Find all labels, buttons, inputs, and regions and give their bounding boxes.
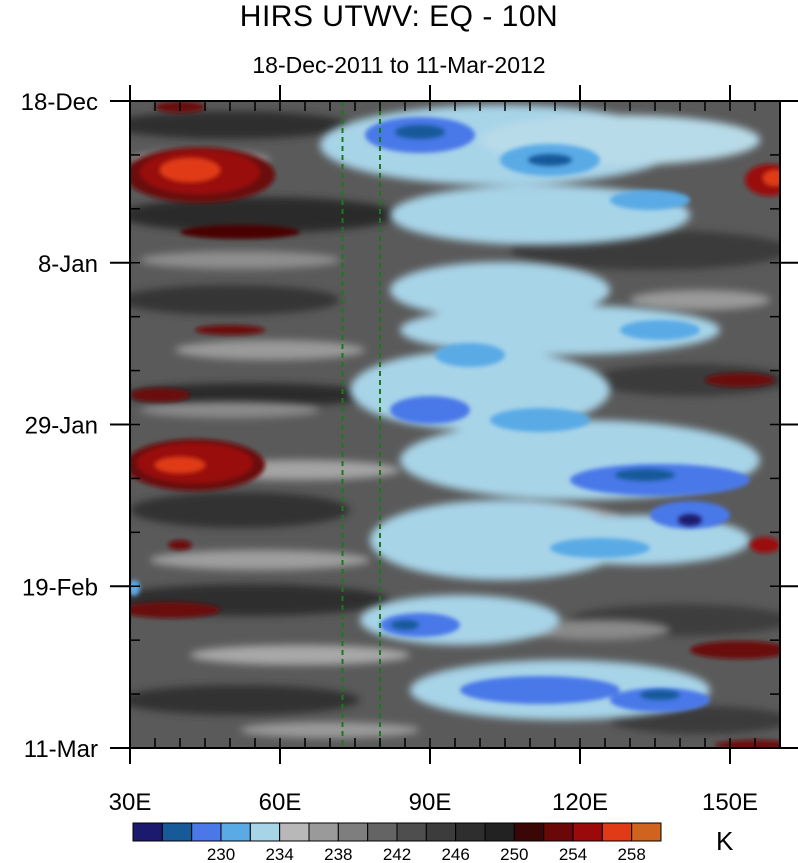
colorbar-swatch (249, 822, 281, 842)
y-tick-label: 18-Dec (21, 89, 98, 116)
colorbar-swatch (191, 822, 222, 842)
colorbar-label: 238 (324, 845, 352, 863)
field-warm-patches (130, 101, 780, 748)
colorbar-swatch (279, 822, 310, 842)
colorbar-swatch (425, 822, 457, 842)
colorbar-swatch (161, 822, 193, 842)
y-tick-label: 8-Jan (38, 251, 98, 278)
colorbar-swatch (572, 822, 603, 842)
y-axis: 18-Dec 8-Jan 29-Jan 19-Feb 11-Mar (21, 89, 798, 763)
chart-subtitle: 18-Dec-2011 to 11-Mar-2012 (252, 52, 546, 78)
colorbar-swatch (220, 822, 251, 842)
field-dark-blue (391, 125, 702, 700)
colorbar-units: K (716, 826, 734, 856)
colorbar-swatch (396, 822, 427, 842)
colorbar-label: 234 (265, 845, 293, 863)
colorbar-label: 254 (559, 845, 587, 863)
colorbar-swatch (601, 822, 633, 842)
colorbar: 230 234 238 242 246 250 254 258 (132, 822, 662, 863)
y-tick-label: 19-Feb (22, 574, 98, 601)
colorbar-label: 250 (500, 845, 528, 863)
colorbar-swatch (132, 822, 163, 842)
colorbar-swatch (484, 822, 515, 842)
colorbar-swatch (543, 822, 574, 842)
x-tick-label: 30E (109, 789, 152, 816)
chart-title: HIRS UTWV: EQ - 10N (239, 0, 559, 33)
y-tick-label: 29-Jan (25, 413, 98, 440)
colorbar-swatch (337, 822, 369, 842)
plot-area (130, 101, 780, 748)
x-tick-label: 150E (702, 789, 758, 816)
x-tick-label: 90E (409, 789, 452, 816)
colorbar-swatch (455, 822, 486, 842)
colorbar-swatch (367, 822, 398, 842)
x-tick-label: 60E (259, 789, 302, 816)
x-tick-label: 120E (552, 789, 608, 816)
colorbar-label: 242 (383, 845, 411, 863)
x-axis: 30E 60E 90E 120E 150E (109, 85, 781, 816)
y-tick-label: 11-Mar (24, 736, 98, 763)
colorbar-label: 246 (441, 845, 469, 863)
colorbar-swatch (513, 822, 545, 842)
colorbar-label: 230 (207, 845, 235, 863)
colorbar-swatch (631, 822, 662, 842)
field-dark-bands (130, 111, 780, 734)
colorbar-swatch (308, 822, 339, 842)
colorbar-label: 258 (617, 845, 645, 863)
